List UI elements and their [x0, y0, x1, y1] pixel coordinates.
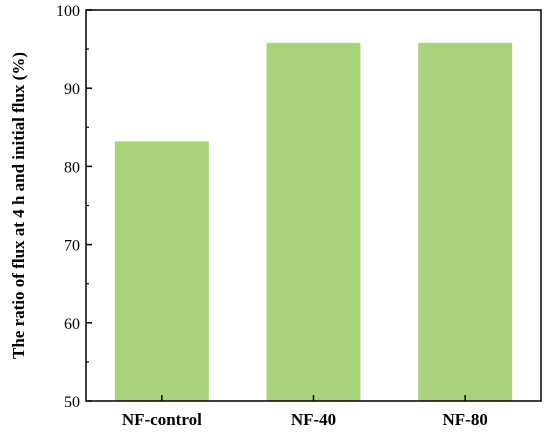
bars-group: [115, 43, 512, 401]
bar-nf-40: [267, 43, 361, 401]
x-category-label: NF-control: [122, 410, 202, 429]
y-tick-label: 70: [64, 238, 80, 255]
y-tick-label: 100: [56, 3, 80, 20]
y-tick-label: 50: [64, 394, 80, 411]
y-tick-label: 80: [64, 159, 80, 176]
x-category-label: NF-40: [291, 410, 336, 429]
y-tick-label: 60: [64, 316, 80, 333]
y-tick-label: 90: [64, 81, 80, 98]
y-axis-label: The ratio of flux at 4 h and initial flu…: [9, 52, 28, 359]
bar-nf-control: [115, 141, 209, 401]
x-category-label: NF-80: [443, 410, 488, 429]
bar-nf-80: [418, 43, 512, 401]
